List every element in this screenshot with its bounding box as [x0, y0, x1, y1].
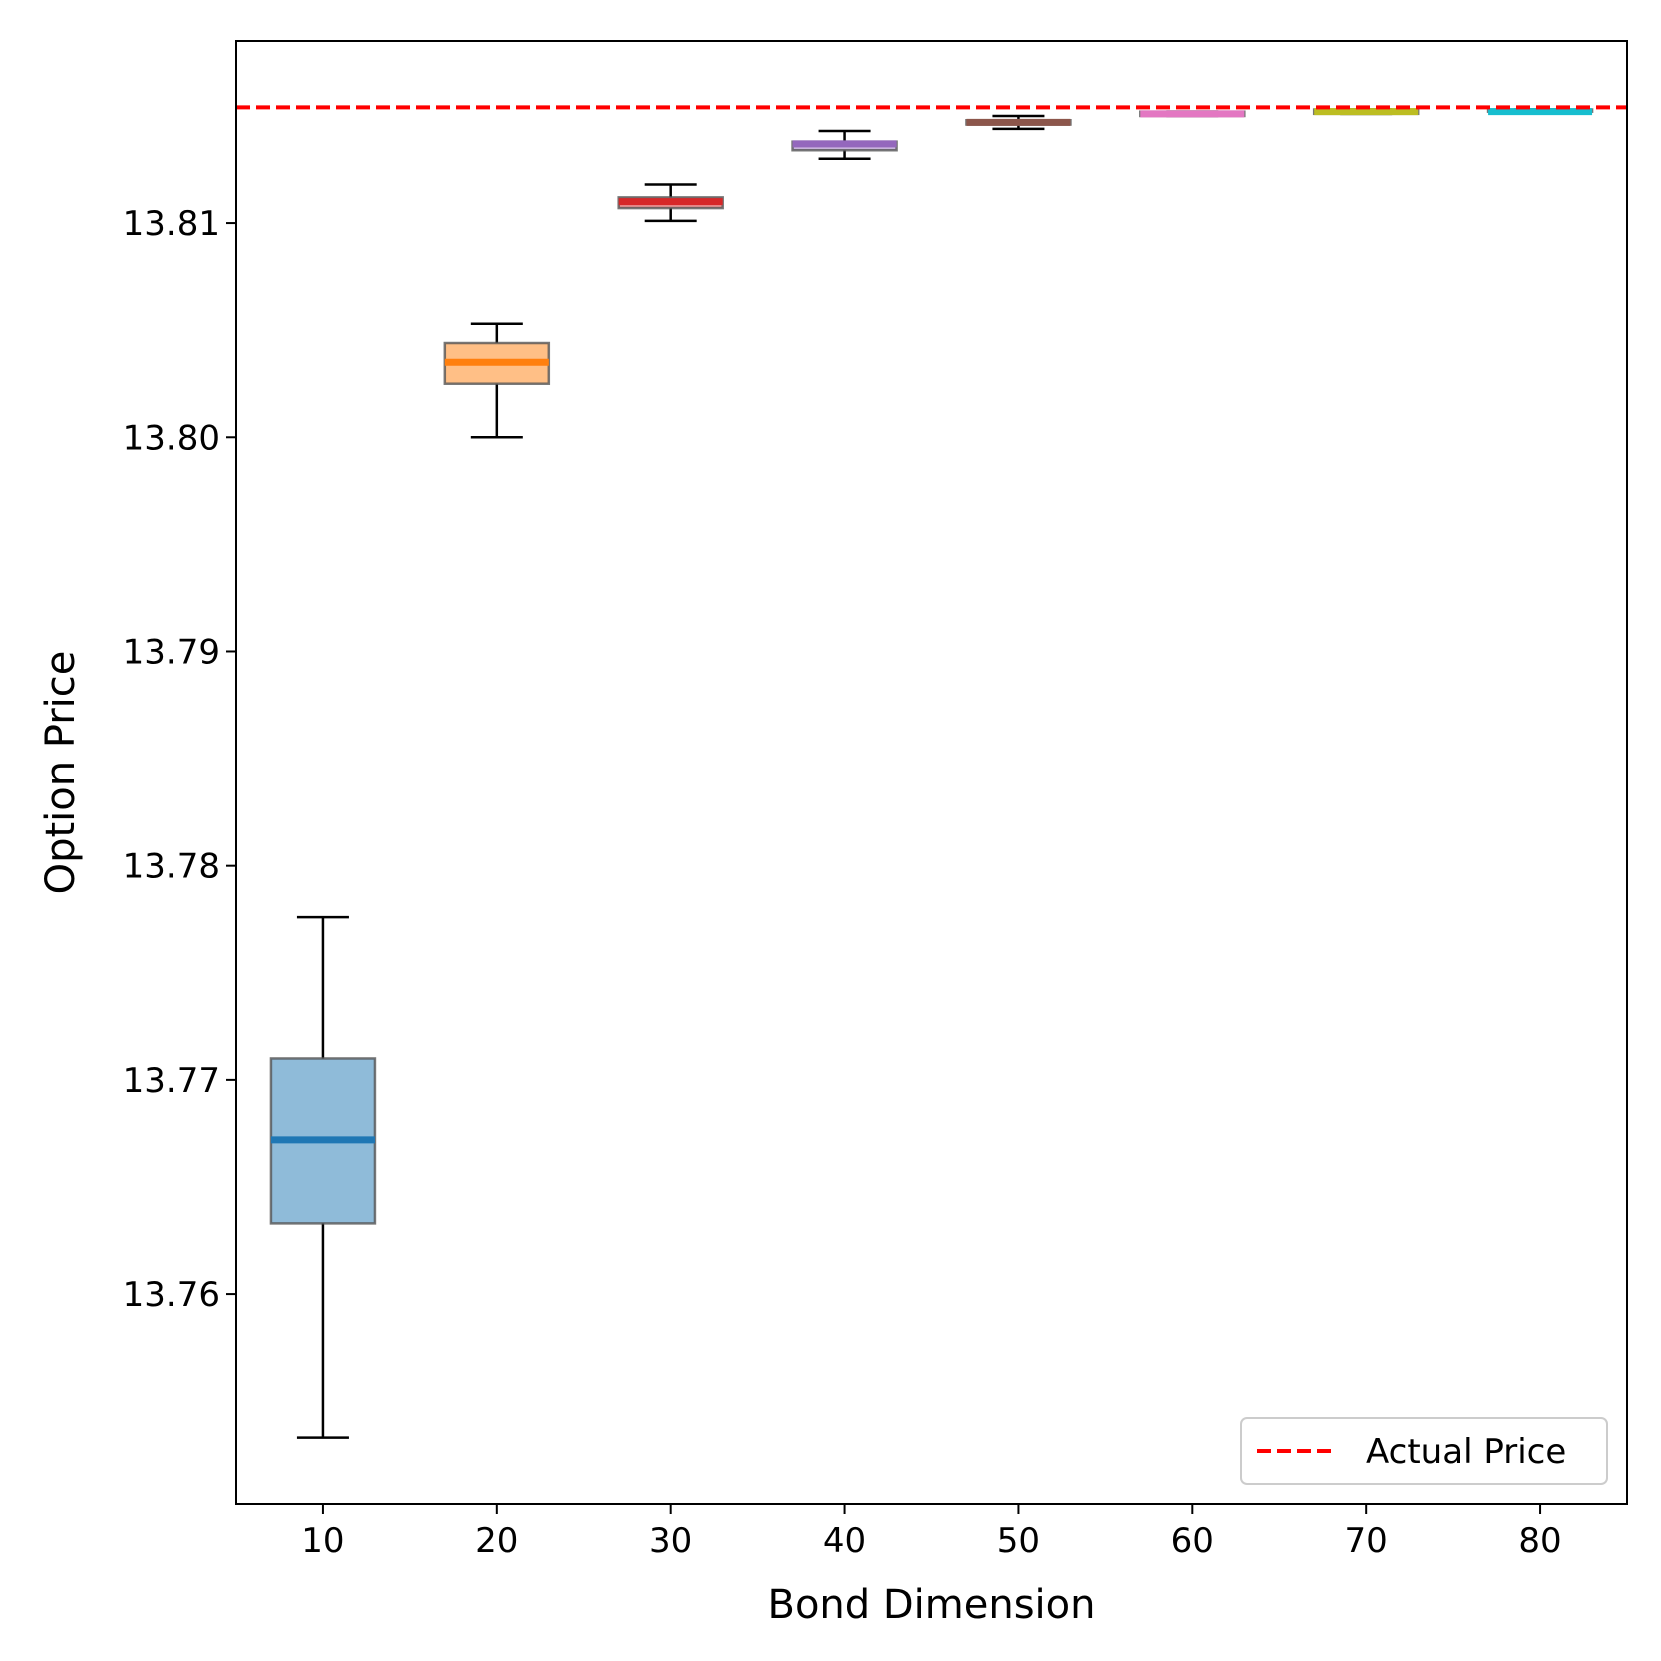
x-tick-label: 60: [1171, 1521, 1214, 1561]
plot-area-frame: [235, 40, 1628, 1505]
y-tick-label: 13.81: [123, 204, 220, 244]
box-group-50: [965, 114, 1072, 131]
x-tick-label: 20: [475, 1521, 518, 1561]
y-tick-label: 13.80: [123, 418, 220, 458]
x-axis: 10 20 30 40 50 60 70 80: [301, 1504, 1562, 1561]
y-axis-title: Option Price: [38, 651, 84, 895]
box-group-40: [791, 129, 898, 161]
x-tick-label: 10: [301, 1521, 344, 1561]
y-tick-label: 13.77: [123, 1061, 220, 1101]
y-tick-label: 13.78: [123, 847, 220, 887]
y-tick-label: 13.79: [123, 632, 220, 672]
box-group-70: [1312, 108, 1420, 116]
x-tick-label: 50: [997, 1521, 1040, 1561]
box-group-20: [443, 322, 551, 439]
x-axis-title: Bond Dimension: [768, 1582, 1096, 1628]
x-tick-label: 30: [649, 1521, 692, 1561]
x-tick-label: 40: [823, 1521, 866, 1561]
box-group-10: [269, 915, 377, 1439]
y-axis: 13.76 13.77 13.78 13.79 13.80 13.81: [123, 204, 236, 1315]
box-group-80: [1486, 108, 1594, 116]
legend-label-actual-price: Actual Price: [1366, 1432, 1566, 1472]
legend-box: [1240, 1417, 1608, 1485]
x-tick-label: 70: [1345, 1521, 1388, 1561]
legend: Actual Price: [1240, 1417, 1608, 1485]
boxes-layer: [269, 108, 1594, 1439]
box-group-60: [1139, 110, 1246, 118]
x-tick-label: 80: [1518, 1521, 1561, 1561]
y-tick-label: 13.76: [123, 1275, 220, 1315]
box-group-30: [617, 183, 724, 223]
